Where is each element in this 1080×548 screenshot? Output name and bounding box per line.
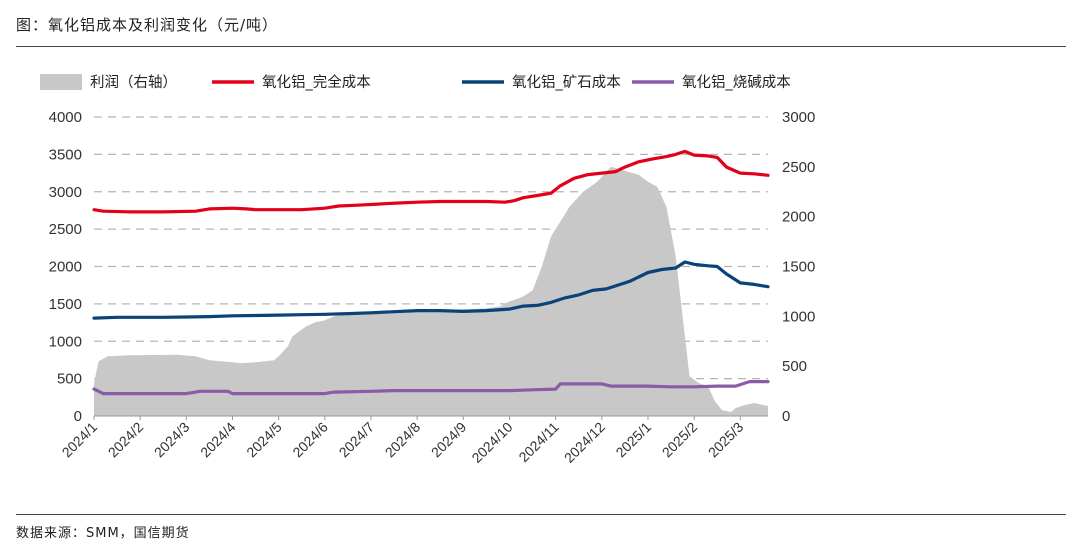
y-left-tick-label: 1500 bbox=[49, 296, 82, 313]
series-area-profit bbox=[94, 166, 768, 416]
source-rule bbox=[16, 514, 1066, 515]
y-left-tick-label: 2500 bbox=[49, 221, 82, 238]
legend-label: 氧化铝_矿石成本 bbox=[512, 74, 621, 91]
y-right-tick-label: 1500 bbox=[782, 259, 815, 276]
x-tick-label: 2024/8 bbox=[382, 419, 424, 461]
chart-title: 图：氧化铝成本及利润变化（元/吨） bbox=[16, 16, 279, 34]
y-left-tick-label: 3500 bbox=[49, 146, 82, 163]
title-rule bbox=[16, 46, 1066, 47]
y-right-tick-label: 500 bbox=[782, 358, 807, 375]
y-left-tick-label: 2000 bbox=[49, 259, 82, 276]
x-tick-label: 2024/4 bbox=[197, 419, 239, 461]
x-tick-label: 2025/2 bbox=[659, 419, 701, 461]
legend-swatch bbox=[40, 74, 82, 90]
x-tick-label: 2024/10 bbox=[469, 419, 516, 466]
x-tick-label: 2024/12 bbox=[561, 419, 608, 466]
series-line-1 bbox=[92, 149, 770, 214]
legend-label: 氧化铝_完全成本 bbox=[262, 73, 371, 91]
x-tick-label: 2024/9 bbox=[428, 419, 470, 461]
x-tick-label: 2024/6 bbox=[289, 419, 331, 461]
y-right-tick-label: 0 bbox=[782, 408, 790, 425]
series-line-3 bbox=[92, 380, 770, 396]
x-tick-label: 2024/11 bbox=[515, 419, 562, 466]
legend-label: 利润（右轴） bbox=[90, 74, 177, 91]
y-left-tick-label: 500 bbox=[57, 371, 82, 388]
y-right-tick-label: 1000 bbox=[782, 308, 815, 325]
y-right-tick-label: 2000 bbox=[782, 209, 815, 226]
legend: 利润（右轴） 氧化铝_完全成本 氧化铝_矿石成本 氧化铝_烧碱成本 bbox=[40, 73, 791, 91]
y-left-tick-label: 3000 bbox=[49, 184, 82, 201]
y-right-tick-label: 3000 bbox=[782, 109, 815, 126]
x-tick-label: 2024/5 bbox=[243, 419, 285, 461]
x-tick-label: 2025/3 bbox=[705, 419, 747, 461]
y-left-tick-label: 4000 bbox=[49, 109, 82, 126]
source-note: 数据来源：SMM，国信期货 bbox=[16, 526, 190, 541]
line-series-layer bbox=[92, 149, 770, 396]
x-tick-label: 2025/1 bbox=[612, 419, 654, 461]
x-tick-label: 2024/7 bbox=[336, 419, 378, 461]
y-left-tick-label: 0 bbox=[74, 408, 82, 425]
profit-area-layer bbox=[94, 166, 768, 416]
y-right-tick-label: 2500 bbox=[782, 159, 815, 176]
series-line-2 bbox=[92, 260, 770, 320]
x-tick-label: 2024/3 bbox=[151, 419, 193, 461]
legend-label: 氧化铝_烧碱成本 bbox=[682, 74, 791, 91]
x-tick-label: 2024/2 bbox=[105, 419, 147, 461]
y-left-tick-label: 1000 bbox=[49, 333, 82, 350]
